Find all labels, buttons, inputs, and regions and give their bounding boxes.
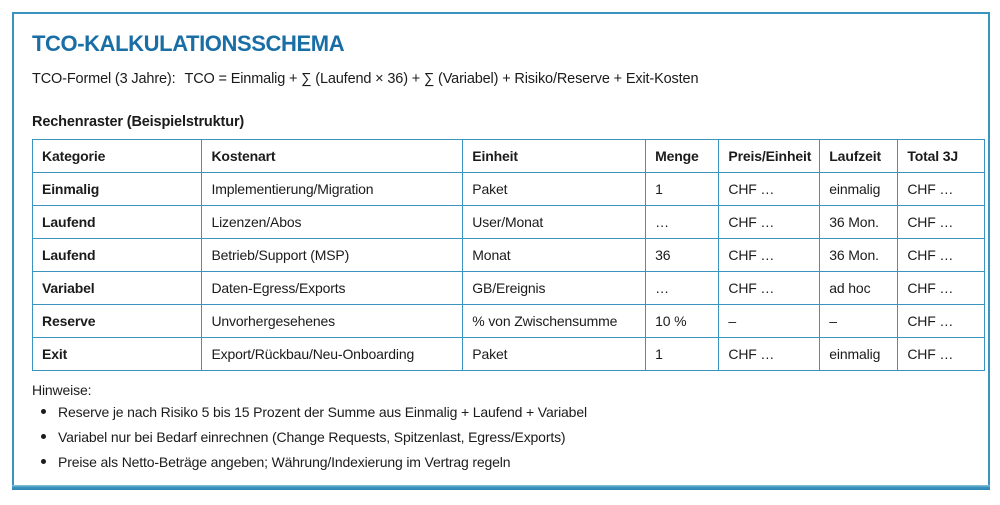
table-cell: CHF … — [718, 238, 821, 272]
tco-table: Kategorie Kostenart Einheit Menge Preis/Einh… — [31, 139, 985, 371]
table-cell: % von Zwischensumme — [462, 304, 647, 338]
table-cell: … — [645, 271, 720, 305]
note-text: Variabel nur bei Bedarf einrechnen (Chan… — [58, 429, 566, 445]
bullet-icon — [41, 409, 46, 414]
table-cell: 10 % — [645, 304, 720, 338]
table-cell: Reserve — [31, 304, 203, 338]
formula-label: TCO-Formel (3 Jahre): — [32, 71, 176, 87]
table-cell: Unvorhergesehenes — [201, 304, 464, 338]
table-cell: Variabel — [31, 271, 203, 305]
table-row: Laufend Lizenzen/Abos User/Monat… CHF … 36 M… — [31, 205, 985, 239]
notes-heading: Hinweise: — [32, 382, 92, 398]
table-cell: 1 — [645, 172, 720, 206]
note-text: Reserve je nach Risiko 5 bis 15 Prozent … — [58, 404, 587, 420]
table-cell: GB/Ereignis — [462, 271, 647, 305]
table-cell: Implementierung/Migration — [201, 172, 464, 206]
table-cell: CHF … — [897, 238, 985, 272]
notes-section: Hinweise: Reserve je nach Risiko 5 bis 1… — [32, 382, 970, 470]
table-cell: CHF … — [718, 337, 821, 371]
table-body: Einmalig Implementierung/Migration Paket 1 C… — [31, 172, 985, 371]
table-cell: Einmalig — [31, 172, 203, 206]
bullet-icon — [41, 459, 46, 464]
table-cell: Laufend — [31, 238, 203, 272]
table-cell: User/Monat — [462, 205, 647, 239]
column-header: Laufzeit — [819, 139, 899, 173]
table-cell: Daten-Egress/Exports — [201, 271, 464, 305]
note-item: Variabel nur bei Bedarf einrechnen (Chan… — [32, 429, 970, 445]
tco-formula-line: TCO-Formel (3 Jahre): TCO = Einmalig + ∑ … — [32, 71, 970, 87]
document-frame: TCO-KALKULATIONSSCHEMA TCO-Formel (3 Jah… — [12, 12, 990, 490]
table-cell: Laufend — [31, 205, 203, 239]
table-cell: – — [819, 304, 899, 338]
table-cell: 36 — [645, 238, 720, 272]
table-cell: CHF … — [718, 271, 821, 305]
table-cell: CHF … — [897, 271, 985, 305]
note-item: Preise als Netto-Beträge angeben; Währun… — [32, 454, 970, 470]
column-header: Kostenart — [201, 139, 464, 173]
table-row: Exit Export/Rückbau/Neu-Onboarding Paket 1 C… — [31, 337, 985, 371]
table-cell: CHF … — [718, 205, 821, 239]
table-cell: CHF … — [718, 172, 821, 206]
table-header-row: Kategorie Kostenart Einheit Menge Preis/Einh… — [31, 139, 985, 173]
table-cell: ad hoc — [819, 271, 899, 305]
table-row: Laufend Betrieb/Support (MSP) Monat 36 CHF …… — [31, 238, 985, 272]
formula-expression: TCO = Einmalig + ∑ (Laufend × 36) + ∑ (V… — [184, 71, 699, 87]
bullet-icon — [41, 434, 46, 439]
table-cell: CHF … — [897, 337, 985, 371]
page-title: TCO-KALKULATIONSSCHEMA — [32, 31, 345, 56]
table-row: Einmalig Implementierung/Migration Paket 1 C… — [31, 172, 985, 206]
table-row: Reserve Unvorhergesehenes% von Zwischensu… — [31, 304, 985, 338]
table-row: Variabel Daten-Egress/Exports GB/Ereignis…… — [31, 271, 985, 305]
column-header: Preis/Einheit — [718, 139, 821, 173]
table-cell: 1 — [645, 337, 720, 371]
table-cell: CHF … — [897, 205, 985, 239]
notes-list: Reserve je nach Risiko 5 bis 15 Prozent … — [32, 404, 970, 470]
table-caption: Rechenraster (Beispielstruktur) — [32, 114, 245, 130]
table-cell: Paket — [462, 337, 647, 371]
table-cell: – — [718, 304, 821, 338]
table-cell: Export/Rückbau/Neu-Onboarding — [201, 337, 464, 371]
note-item: Reserve je nach Risiko 5 bis 15 Prozent … — [32, 404, 970, 420]
table-cell: CHF … — [897, 172, 985, 206]
table-cell: Lizenzen/Abos — [201, 205, 464, 239]
column-header: Menge — [645, 139, 720, 173]
note-text: Preise als Netto-Beträge angeben; Währun… — [58, 454, 511, 470]
table-cell: … — [645, 205, 720, 239]
table-cell: 36 Mon. — [819, 205, 899, 239]
column-header: Einheit — [462, 139, 647, 173]
table-cell: Monat — [462, 238, 647, 272]
table-cell: Paket — [462, 172, 647, 206]
table-cell: Exit — [31, 337, 203, 371]
table-cell: CHF … — [897, 304, 985, 338]
document-content: TCO-KALKULATIONSSCHEMA TCO-Formel (3 Jah… — [14, 14, 988, 470]
table-cell: Betrieb/Support (MSP) — [201, 238, 464, 272]
column-header: Total 3J — [897, 139, 985, 173]
column-header: Kategorie — [31, 139, 203, 173]
bottom-accent-bar — [12, 485, 990, 490]
table-cell: einmalig — [819, 337, 899, 371]
table-cell: einmalig — [819, 172, 899, 206]
table-cell: 36 Mon. — [819, 238, 899, 272]
